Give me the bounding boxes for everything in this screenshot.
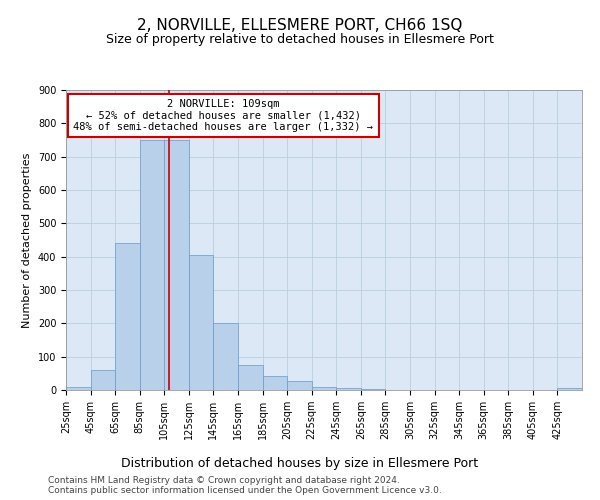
Bar [164, 140, 189, 390]
Text: 2, NORVILLE, ELLESMERE PORT, CH66 1SQ: 2, NORVILLE, ELLESMERE PORT, CH66 1SQ [137, 18, 463, 32]
Bar [336, 388, 361, 390]
Bar [115, 244, 140, 390]
Bar [189, 255, 214, 390]
Text: Distribution of detached houses by size in Ellesmere Port: Distribution of detached houses by size … [121, 458, 479, 470]
Bar [140, 140, 164, 390]
Bar [312, 386, 336, 390]
Bar [66, 386, 91, 390]
Y-axis label: Number of detached properties: Number of detached properties [22, 152, 32, 328]
Bar [214, 324, 238, 390]
Bar [238, 365, 263, 390]
Bar [557, 388, 582, 390]
Bar [91, 370, 115, 390]
Bar [287, 381, 312, 390]
Text: Size of property relative to detached houses in Ellesmere Port: Size of property relative to detached ho… [106, 32, 494, 46]
Bar [263, 376, 287, 390]
Text: 2 NORVILLE: 109sqm
← 52% of detached houses are smaller (1,432)
48% of semi-deta: 2 NORVILLE: 109sqm ← 52% of detached hou… [73, 99, 373, 132]
Text: Contains HM Land Registry data © Crown copyright and database right 2024.
Contai: Contains HM Land Registry data © Crown c… [48, 476, 442, 495]
